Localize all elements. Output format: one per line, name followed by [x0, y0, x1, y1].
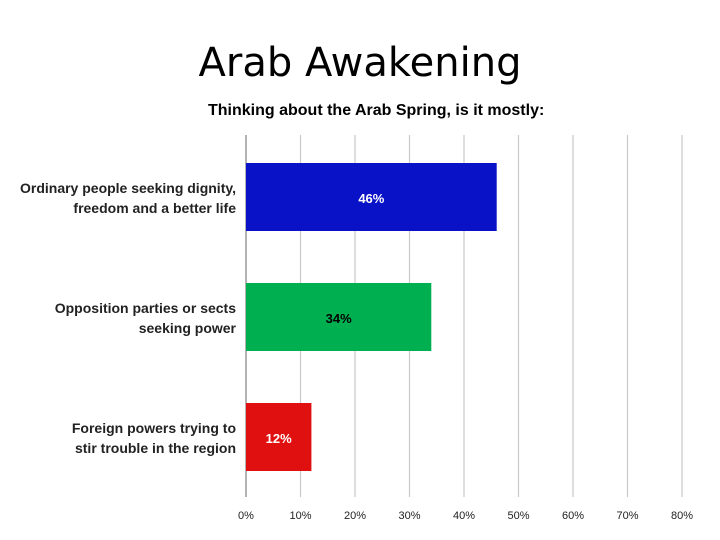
category-label: stir trouble in the region [75, 440, 236, 456]
x-tick-label: 60% [562, 510, 584, 522]
x-tick-label: 20% [344, 510, 366, 522]
data-label: 46% [358, 191, 384, 206]
category-label: Ordinary people seeking dignity, [20, 180, 236, 196]
data-label: 34% [326, 311, 352, 326]
x-tick-label: 10% [289, 510, 311, 522]
category-label: freedom and a better life [73, 200, 236, 216]
chart-title: Thinking about the Arab Spring, is it mo… [208, 102, 545, 119]
bar-1 [246, 283, 432, 351]
category-label: Foreign powers trying to [72, 420, 236, 436]
x-tick-label: 80% [671, 510, 693, 522]
bar-0 [246, 163, 497, 231]
x-tick-label: 40% [453, 510, 475, 522]
slide-title: Arab Awakening [198, 40, 522, 86]
x-tick-label: 50% [507, 510, 529, 522]
data-label: 12% [266, 431, 292, 446]
x-tick-label: 30% [398, 510, 420, 522]
category-label: seeking power [139, 320, 237, 336]
x-tick-label: 0% [238, 510, 254, 522]
x-tick-label: 70% [616, 510, 638, 522]
category-label: Opposition parties or sects [55, 300, 236, 316]
bar-2 [246, 403, 312, 471]
